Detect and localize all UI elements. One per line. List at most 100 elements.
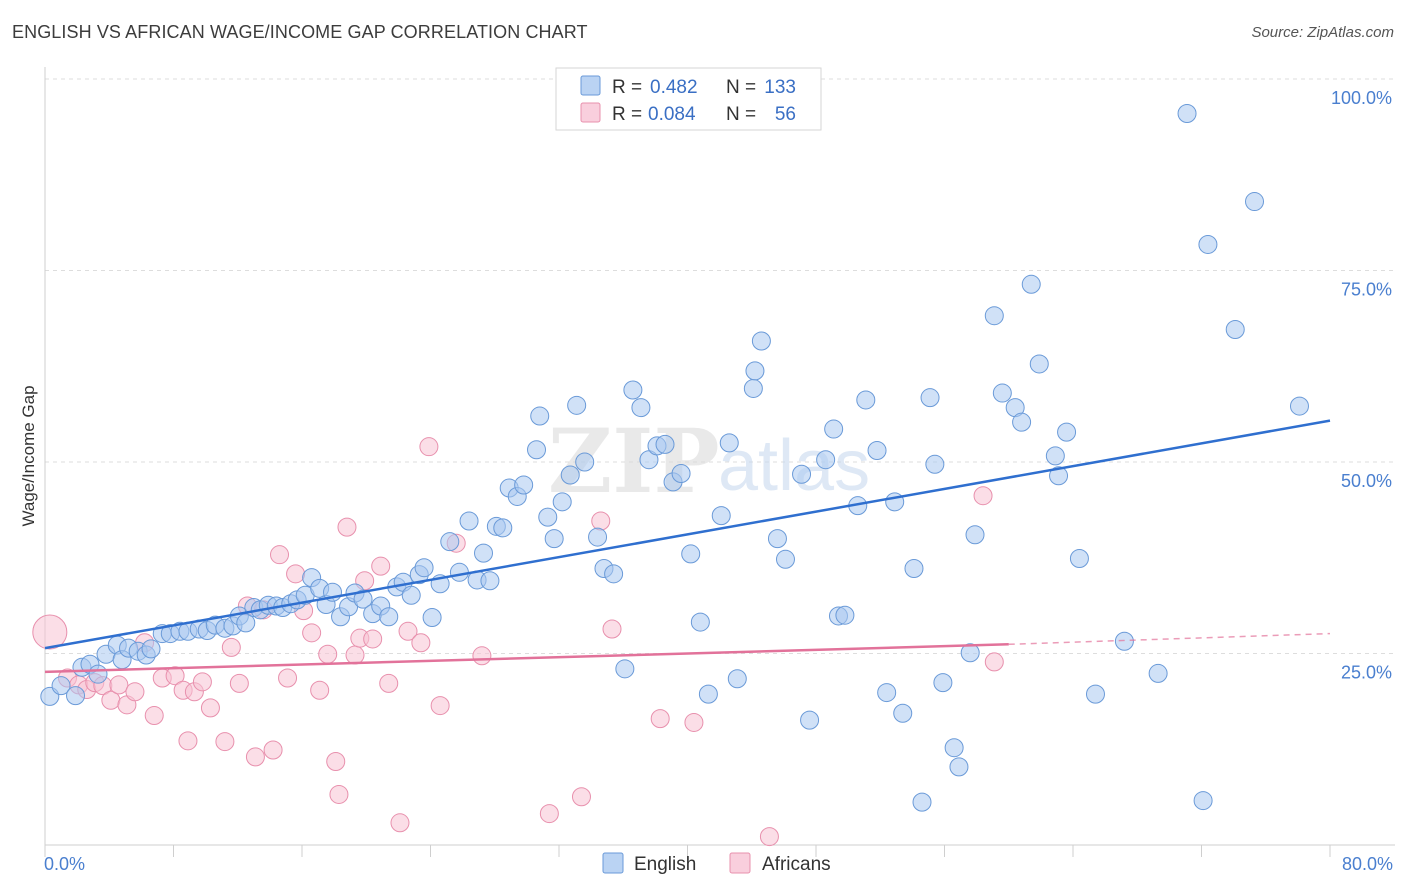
point-english xyxy=(1049,466,1069,486)
point-english xyxy=(615,659,635,679)
point-english xyxy=(949,757,969,777)
legend-r-label: R = xyxy=(612,77,642,98)
trend-lines xyxy=(44,419,1331,674)
point-english xyxy=(925,454,945,474)
series-legend: English Africans xyxy=(602,852,831,875)
point-english xyxy=(727,669,747,689)
point-africans xyxy=(326,752,346,772)
point-english xyxy=(775,549,795,569)
point-english xyxy=(745,361,765,381)
legend-swatch-africans xyxy=(729,852,751,874)
point-english xyxy=(1021,274,1041,294)
point-africans xyxy=(318,644,338,664)
point-english xyxy=(1289,396,1309,416)
point-english xyxy=(698,684,718,704)
point-english xyxy=(816,450,836,470)
point-africans xyxy=(178,731,198,751)
point-english xyxy=(527,440,547,460)
point-english xyxy=(538,507,558,527)
point-africans xyxy=(472,646,492,666)
point-english xyxy=(552,492,572,512)
point-english xyxy=(474,543,494,563)
point-english xyxy=(1193,791,1213,811)
point-africans xyxy=(263,740,283,760)
point-english xyxy=(671,463,691,483)
point-africans xyxy=(32,614,68,650)
point-english xyxy=(877,683,897,703)
point-africans xyxy=(221,637,241,657)
point-africans xyxy=(200,698,220,718)
point-africans xyxy=(245,747,265,767)
point-africans xyxy=(379,673,399,693)
x-tick-label: 0.0% xyxy=(44,854,85,874)
point-africans xyxy=(973,486,993,506)
point-english xyxy=(544,529,564,549)
point-english xyxy=(1148,663,1168,683)
point-english xyxy=(51,676,71,696)
point-africans xyxy=(215,732,235,752)
point-english xyxy=(1057,422,1077,442)
point-english xyxy=(800,710,820,730)
point-english xyxy=(824,419,844,439)
point-english xyxy=(401,585,421,605)
point-english xyxy=(66,686,86,706)
point-english xyxy=(141,639,161,659)
point-english xyxy=(1198,234,1218,254)
point-africans xyxy=(125,682,145,702)
point-english xyxy=(751,331,771,351)
point-english xyxy=(912,792,932,812)
legend-n-label: N = xyxy=(726,77,756,98)
correlation-legend: R = 0.482 N = 133 R = 0.084 N = 56 xyxy=(555,67,822,131)
point-english xyxy=(530,406,550,426)
point-english xyxy=(992,383,1012,403)
point-english xyxy=(575,452,595,472)
point-africans xyxy=(229,673,249,693)
point-africans xyxy=(650,709,670,729)
y-tick-label: 50.0% xyxy=(1341,471,1392,491)
point-english xyxy=(743,378,763,398)
point-english xyxy=(904,558,924,578)
point-english xyxy=(944,738,964,758)
point-africans xyxy=(398,621,418,641)
point-english xyxy=(88,664,108,684)
point-english xyxy=(835,605,855,625)
legend-n-value: 56 xyxy=(775,104,796,125)
point-english xyxy=(422,607,442,627)
point-africans xyxy=(270,545,290,565)
x-tick-labels: 0.0% 80.0% xyxy=(44,854,1393,874)
legend-r-value: 0.482 xyxy=(650,77,698,98)
point-africans xyxy=(591,511,611,531)
legend-label-english: English xyxy=(634,854,696,875)
point-africans xyxy=(337,517,357,537)
legend-r-label: R = xyxy=(612,104,642,125)
point-english xyxy=(623,380,643,400)
legend-n-value: 133 xyxy=(764,77,796,98)
point-english xyxy=(920,388,940,408)
chart-title: ENGLISH VS AFRICAN WAGE/INCOME GAP CORRE… xyxy=(12,22,588,42)
point-english xyxy=(1045,446,1065,466)
point-africans xyxy=(109,675,129,695)
point-africans xyxy=(302,623,322,643)
y-tick-label: 75.0% xyxy=(1341,280,1392,300)
y-tick-label: 100.0% xyxy=(1331,88,1392,108)
series-english-points xyxy=(40,103,1309,812)
point-english xyxy=(1114,631,1134,651)
point-english xyxy=(792,464,812,484)
point-africans xyxy=(286,564,306,584)
point-africans xyxy=(144,706,164,726)
trend-line-africans xyxy=(44,643,1009,674)
point-english xyxy=(655,434,675,454)
point-english xyxy=(379,607,399,627)
point-english xyxy=(604,564,624,584)
point-english xyxy=(560,465,580,485)
point-english xyxy=(493,518,513,538)
x-tick-label: 80.0% xyxy=(1342,854,1393,874)
trend-line-africans-extrapolated xyxy=(1008,632,1331,646)
point-english xyxy=(984,306,1004,326)
point-africans xyxy=(430,696,450,716)
y-tick-labels: 25.0% 50.0% 75.0% 100.0% xyxy=(1331,88,1392,683)
series-africans-points xyxy=(32,437,1004,847)
point-english xyxy=(960,643,980,663)
point-africans xyxy=(329,784,349,804)
